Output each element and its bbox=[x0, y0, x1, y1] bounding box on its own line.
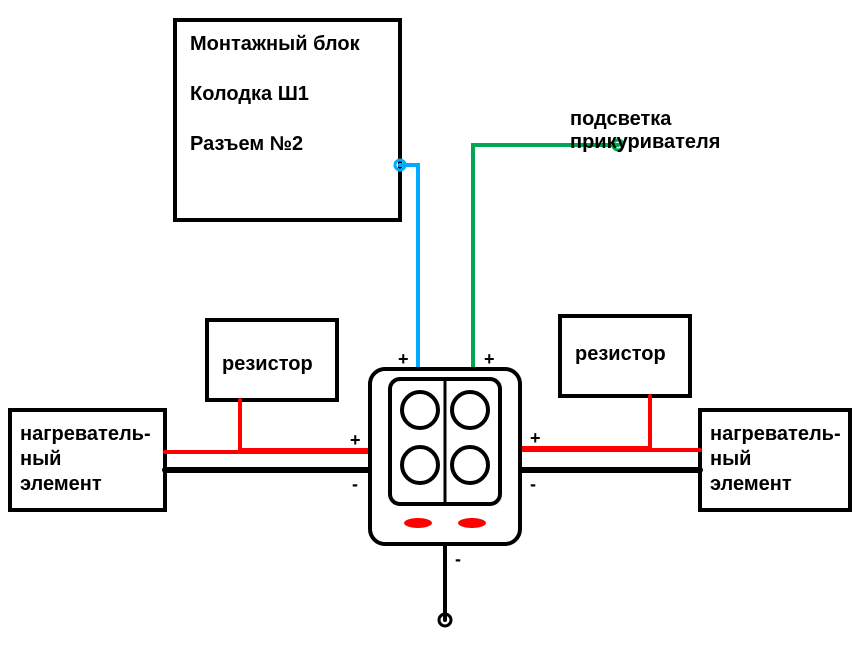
mounting-block-line-1: Колодка Ш1 bbox=[190, 83, 309, 105]
heater-left-line-0: нагреватель- bbox=[20, 423, 151, 445]
mounting-block-line-0: Монтажный блок bbox=[190, 33, 361, 55]
wire-green bbox=[473, 145, 618, 369]
heater-right-line-1: ный bbox=[710, 448, 751, 470]
switch-led-1 bbox=[458, 518, 486, 528]
backlight-label-line-0: подсветка bbox=[570, 108, 672, 130]
resistor-left-label: резистор bbox=[222, 353, 313, 375]
wire-blue bbox=[400, 165, 418, 369]
backlight-label-line-1: прикуривателя bbox=[570, 131, 720, 153]
polarity-mark-1: + bbox=[484, 349, 495, 369]
polarity-mark-4: + bbox=[530, 428, 541, 448]
heater-right-line-0: нагреватель- bbox=[710, 423, 841, 445]
resistor-right-label: резистор bbox=[575, 343, 666, 365]
heater-left-line-1: ный bbox=[20, 448, 61, 470]
heater-left-line-2: элемент bbox=[20, 473, 102, 495]
mounting-block-line-2: Разъем №2 bbox=[190, 133, 303, 155]
switch-led-0 bbox=[404, 518, 432, 528]
heater-right-line-2: элемент bbox=[710, 473, 792, 495]
polarity-mark-3: - bbox=[352, 474, 358, 494]
polarity-mark-0: + bbox=[398, 349, 409, 369]
polarity-mark-6: - bbox=[455, 549, 461, 569]
polarity-mark-5: - bbox=[530, 474, 536, 494]
polarity-mark-2: + bbox=[350, 430, 361, 450]
